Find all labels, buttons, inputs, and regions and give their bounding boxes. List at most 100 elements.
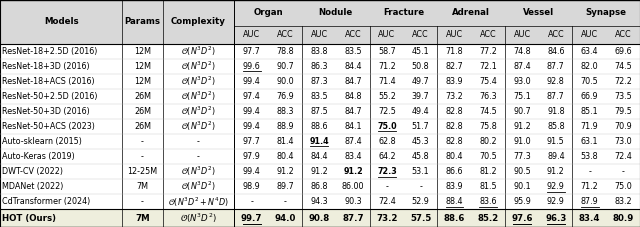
Text: AUC: AUC <box>378 30 396 39</box>
Text: 72.4: 72.4 <box>614 152 632 161</box>
Text: 55.2: 55.2 <box>378 92 396 101</box>
Text: 84.7: 84.7 <box>344 77 362 86</box>
Text: 92.8: 92.8 <box>547 77 564 86</box>
Text: $\mathcal{O}(N^3D^2)$: $\mathcal{O}(N^3D^2)$ <box>180 212 217 225</box>
Text: 45.8: 45.8 <box>412 152 429 161</box>
Text: -: - <box>419 182 422 191</box>
Text: 87.4: 87.4 <box>513 62 531 71</box>
Text: 75.1: 75.1 <box>513 92 531 101</box>
Text: 83.9: 83.9 <box>445 77 463 86</box>
Text: 72.1: 72.1 <box>479 62 497 71</box>
Text: 45.3: 45.3 <box>412 137 429 146</box>
Text: Fracture: Fracture <box>383 8 424 17</box>
Text: 91.8: 91.8 <box>547 107 564 116</box>
Text: 99.4: 99.4 <box>243 77 260 86</box>
Text: 94.0: 94.0 <box>275 214 296 223</box>
Text: 84.4: 84.4 <box>344 62 362 71</box>
Text: 64.2: 64.2 <box>378 152 396 161</box>
Text: 87.5: 87.5 <box>310 107 328 116</box>
Text: Auto-Keras (2019): Auto-Keras (2019) <box>2 152 75 161</box>
Text: DWT-CV (2022): DWT-CV (2022) <box>2 167 63 176</box>
Text: -: - <box>284 197 287 206</box>
Text: -: - <box>622 167 625 176</box>
Text: 45.1: 45.1 <box>412 47 429 56</box>
Text: 91.2: 91.2 <box>547 167 564 176</box>
Text: 81.2: 81.2 <box>479 167 497 176</box>
Text: $\mathcal{O}(N^3D^2)$: $\mathcal{O}(N^3D^2)$ <box>181 165 216 178</box>
Text: 82.0: 82.0 <box>581 62 598 71</box>
Text: 7M: 7M <box>136 182 148 191</box>
Text: 74.5: 74.5 <box>479 107 497 116</box>
Text: AUC: AUC <box>446 30 463 39</box>
Text: -: - <box>141 197 144 206</box>
Text: 63.4: 63.4 <box>581 47 598 56</box>
Text: 83.5: 83.5 <box>310 92 328 101</box>
Text: ResNet-50+ACS (2023): ResNet-50+ACS (2023) <box>2 122 95 131</box>
Text: 83.2: 83.2 <box>614 197 632 206</box>
Text: 81.5: 81.5 <box>479 182 497 191</box>
Text: 89.7: 89.7 <box>276 182 294 191</box>
Text: 97.7: 97.7 <box>243 47 260 56</box>
Text: -: - <box>385 182 388 191</box>
Text: 62.8: 62.8 <box>378 137 396 146</box>
Text: 71.9: 71.9 <box>580 122 598 131</box>
Text: 99.4: 99.4 <box>243 107 260 116</box>
Text: 72.4: 72.4 <box>378 197 396 206</box>
Text: ResNet-18+ACS (2016): ResNet-18+ACS (2016) <box>2 77 95 86</box>
Text: 86.6: 86.6 <box>445 167 463 176</box>
Text: 81.4: 81.4 <box>276 137 294 146</box>
Text: 99.4: 99.4 <box>243 167 260 176</box>
Text: 91.2: 91.2 <box>513 122 531 131</box>
Text: 97.4: 97.4 <box>243 92 260 101</box>
Text: 53.8: 53.8 <box>581 152 598 161</box>
Text: 91.0: 91.0 <box>513 137 531 146</box>
Text: 87.7: 87.7 <box>547 62 564 71</box>
Text: ResNet-50+2.5D (2016): ResNet-50+2.5D (2016) <box>2 92 98 101</box>
Text: -: - <box>250 197 253 206</box>
Text: 90.5: 90.5 <box>513 167 531 176</box>
Text: 80.4: 80.4 <box>276 152 294 161</box>
Text: 87.3: 87.3 <box>310 77 328 86</box>
Text: 71.4: 71.4 <box>378 77 396 86</box>
Text: 70.5: 70.5 <box>580 77 598 86</box>
Text: $\mathcal{O}(N^3D^2)$: $\mathcal{O}(N^3D^2)$ <box>181 90 216 103</box>
Text: 70.9: 70.9 <box>614 122 632 131</box>
Text: $\mathcal{O}(N^3D^2)$: $\mathcal{O}(N^3D^2)$ <box>181 44 216 58</box>
Text: 91.5: 91.5 <box>547 137 564 146</box>
Text: ResNet-18+2.5D (2016): ResNet-18+2.5D (2016) <box>2 47 97 56</box>
Text: AUC: AUC <box>243 30 260 39</box>
Text: 97.7: 97.7 <box>243 137 260 146</box>
Text: AUC: AUC <box>581 30 598 39</box>
Text: 26M: 26M <box>134 122 151 131</box>
Text: 84.8: 84.8 <box>344 92 362 101</box>
Text: 83.6: 83.6 <box>479 197 497 206</box>
Text: 88.6: 88.6 <box>310 122 328 131</box>
Text: 75.4: 75.4 <box>479 77 497 86</box>
Bar <box>0 0 640 44</box>
Text: 94.3: 94.3 <box>310 197 328 206</box>
Text: 77.3: 77.3 <box>513 152 531 161</box>
Text: 87.7: 87.7 <box>547 92 564 101</box>
Text: 90.8: 90.8 <box>308 214 330 223</box>
Text: 63.1: 63.1 <box>581 137 598 146</box>
Text: CdTransformer (2024): CdTransformer (2024) <box>2 197 90 206</box>
Text: 92.9: 92.9 <box>547 197 565 206</box>
Text: 73.0: 73.0 <box>614 137 632 146</box>
Text: 84.7: 84.7 <box>344 107 362 116</box>
Text: 88.6: 88.6 <box>444 214 465 223</box>
Text: 90.1: 90.1 <box>513 182 531 191</box>
Text: ACC: ACC <box>615 30 632 39</box>
Text: Organ: Organ <box>253 8 283 17</box>
Text: HOT (Ours): HOT (Ours) <box>2 214 56 223</box>
Text: ACC: ACC <box>548 30 564 39</box>
Text: 53.1: 53.1 <box>412 167 429 176</box>
Text: Params: Params <box>124 17 161 26</box>
Text: $\mathcal{O}(N^3D^2)$: $\mathcal{O}(N^3D^2)$ <box>181 59 216 73</box>
Text: 69.6: 69.6 <box>614 47 632 56</box>
Text: 12M: 12M <box>134 77 151 86</box>
Text: $\mathcal{O}(N^3D^2)$: $\mathcal{O}(N^3D^2)$ <box>181 105 216 118</box>
Text: 73.2: 73.2 <box>376 214 397 223</box>
Text: $\mathcal{O}(N^3D^2)$: $\mathcal{O}(N^3D^2)$ <box>181 74 216 88</box>
Text: 85.1: 85.1 <box>581 107 598 116</box>
Text: 66.9: 66.9 <box>581 92 598 101</box>
